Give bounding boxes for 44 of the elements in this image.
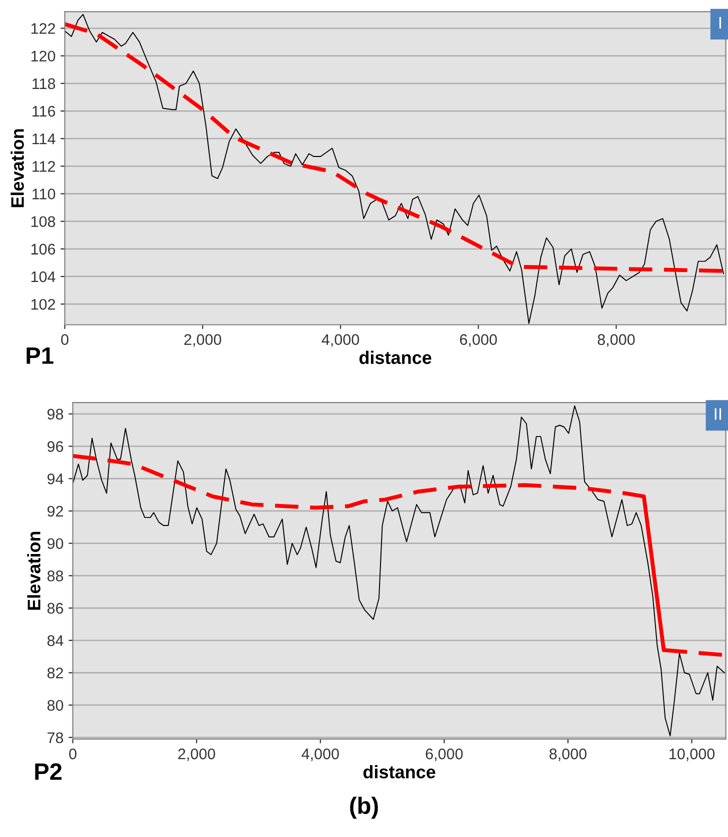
x-tick-label: 8,000	[550, 748, 586, 762]
y-tick-label: 94	[47, 473, 64, 484]
y-tick-label: 122	[31, 23, 55, 34]
y-axis-title: Elevation	[27, 532, 40, 610]
y-tick-label: 118	[32, 78, 56, 90]
text: P2	[35, 763, 62, 780]
y-tick-label: 104	[31, 271, 56, 282]
y-tick-label: 114	[32, 134, 56, 144]
y-tick-label: 102	[31, 298, 55, 310]
text: (b)	[350, 796, 378, 819]
y-tick-label: 96	[47, 441, 64, 452]
y-tick-label: 80	[47, 700, 64, 711]
x-axis-title: distance	[363, 765, 436, 778]
annotation: I	[719, 17, 721, 28]
x-tick-label: 2,000	[184, 334, 222, 347]
line-series	[72, 405, 725, 736]
y-tick-label: 112	[32, 161, 55, 172]
y-tick-label: 88	[47, 570, 64, 582]
y-tick-label: 106	[31, 244, 56, 255]
y-tick-label: 90	[47, 538, 64, 550]
x-tick-label: 2,000	[178, 748, 216, 762]
y-tick-label: 78	[48, 732, 64, 744]
line-series	[64, 14, 724, 324]
y-tick-label: 120	[31, 50, 56, 62]
y-tick-label: 116	[32, 106, 56, 117]
y-tick-label: 86	[47, 602, 64, 614]
y-tick-label: 108	[31, 216, 56, 228]
y-axis-title: Elevation	[10, 129, 24, 208]
x-axis-title: distance	[359, 350, 432, 364]
x-tick-label: 10,000	[670, 748, 715, 762]
text: P1	[26, 348, 54, 364]
x-tick-label: 8,000	[598, 334, 635, 347]
x-tick-label: 6,000	[426, 748, 463, 762]
x-tick-label: 4,000	[302, 748, 339, 762]
x-tick-label: 6,000	[460, 334, 497, 347]
y-tick-label: 92	[47, 506, 64, 517]
y-tick-label: 110	[32, 188, 56, 200]
y-tick-label: 82	[47, 668, 64, 678]
annotation: II	[714, 408, 722, 420]
x-tick-label: 0	[69, 748, 76, 760]
x-tick-label: 4,000	[322, 334, 360, 347]
y-tick-label: 98	[47, 408, 64, 420]
y-tick-label: 84	[47, 635, 64, 646]
x-tick-label: 0	[61, 334, 68, 346]
